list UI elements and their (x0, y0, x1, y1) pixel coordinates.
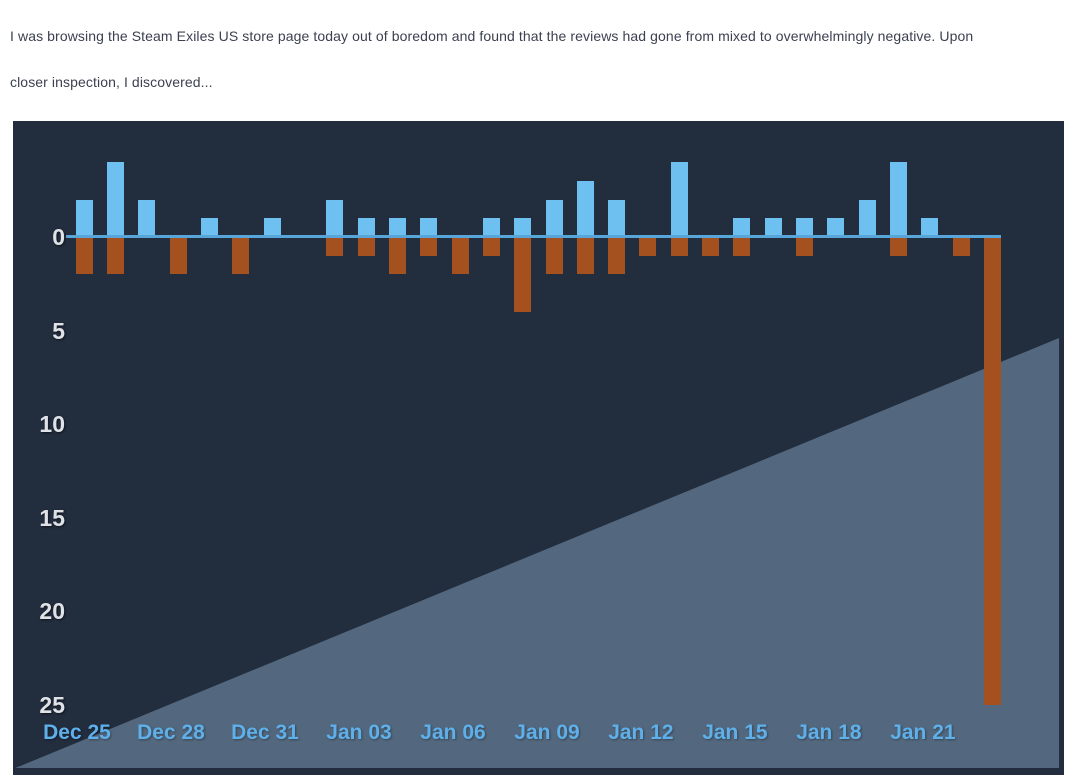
bar-negative (420, 237, 438, 256)
x-tick-label: Jan 18 (796, 721, 862, 744)
y-tick-label: 10 (39, 411, 65, 438)
bar-negative (482, 237, 500, 256)
bar-positive (388, 218, 406, 237)
x-tick-label: Jan 21 (890, 721, 956, 744)
bar-positive (608, 199, 626, 237)
bar-negative (576, 237, 594, 275)
x-tick-label: Jan 12 (608, 721, 674, 744)
bar-negative (357, 237, 375, 256)
chart-bottom-strip (13, 768, 1064, 775)
bar-negative (639, 237, 657, 256)
bar-positive (75, 199, 93, 237)
bar-negative (388, 237, 406, 275)
bar-negative (545, 237, 563, 275)
bar-positive (106, 162, 124, 237)
post-text-line-2: closer inspection, I discovered... (10, 74, 213, 90)
x-tick-label: Jan 09 (514, 721, 580, 744)
bar-positive (921, 218, 939, 237)
bar-positive (545, 199, 563, 237)
bar-negative (670, 237, 688, 256)
y-tick-label: 20 (39, 598, 65, 625)
bar-negative (890, 237, 908, 256)
bar-negative (952, 237, 970, 256)
bar-positive (858, 199, 876, 237)
x-tick-label: Dec 31 (231, 721, 299, 744)
bar-positive (420, 218, 438, 237)
bar-negative (608, 237, 626, 275)
y-tick-label: 15 (39, 504, 65, 531)
x-tick-label: Jan 06 (420, 721, 486, 744)
bar-negative (106, 237, 124, 275)
bar-positive (263, 218, 281, 237)
chart-right-edge (1059, 121, 1064, 775)
steam-review-histogram-image[interactable]: 0 5 10 15 20 25 Dec 25 Dec 28 Dec 31 Jan 03 Jan 0… (13, 121, 1064, 775)
bar-positive (670, 162, 688, 237)
bar-positive (890, 162, 908, 237)
bar-negative (514, 237, 532, 312)
bar-positive (576, 180, 594, 237)
bar-positive (357, 218, 375, 237)
bar-positive (733, 218, 751, 237)
bar-positive (827, 218, 845, 237)
bar-positive (482, 218, 500, 237)
bar-negative (702, 237, 720, 256)
y-tick-label: 5 (52, 317, 65, 344)
y-tick-label: 25 (39, 692, 65, 718)
bar-positive (796, 218, 814, 237)
bar-negative (733, 237, 751, 256)
x-tick-label: Jan 03 (326, 721, 392, 744)
bar-positive (764, 218, 782, 237)
bar-positive (514, 218, 532, 237)
bar-positive (200, 218, 218, 237)
bar-negative (984, 237, 1002, 705)
bar-negative (232, 237, 250, 275)
zero-axis-line (66, 235, 1001, 238)
bar-positive (138, 199, 156, 237)
bar-negative (75, 237, 93, 275)
bar-negative (169, 237, 187, 275)
bar-negative (326, 237, 344, 256)
bar-negative (796, 237, 814, 256)
bar-positive (326, 199, 344, 237)
x-tick-label: Dec 25 (43, 721, 111, 744)
y-tick-label: 0 (52, 224, 65, 250)
bar-negative (451, 237, 469, 275)
x-tick-label: Dec 28 (137, 721, 205, 744)
x-tick-label: Jan 15 (702, 721, 768, 744)
post-text-line-1: I was browsing the Steam Exiles US store… (10, 28, 974, 44)
